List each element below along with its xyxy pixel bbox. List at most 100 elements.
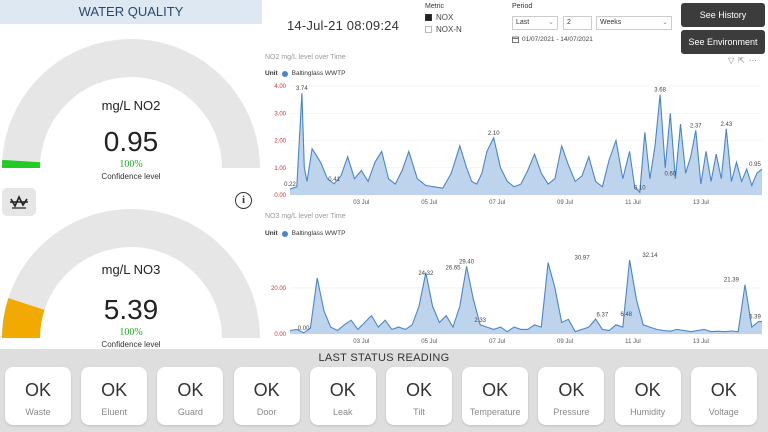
chart-no2-legend: Unit Baltinglass WWTP [265,70,345,77]
x-tick-label: 11 Jul [625,200,641,206]
confidence-label: Confidence level [101,340,161,349]
gauge-track [2,209,260,339]
data-label: 0.95 [749,162,761,168]
period-count-input[interactable]: 2 [563,16,592,30]
x-tick-label: 07 Jul [489,339,505,345]
data-label: 5.39 [749,315,761,321]
status-value: OK [253,380,280,400]
metric-option-nox[interactable]: NOX [425,13,462,22]
status-label: Eluent [101,407,127,417]
status-card-temperature: OK Temperature [462,367,529,425]
focus-mode-icon[interactable]: ⇱ [738,56,749,65]
status-card-humidity: OK Humidity [614,367,681,425]
confidence-percent: 100% [119,327,143,338]
status-label: Guard [177,407,203,417]
y-tick-label: 0.00 [274,193,286,199]
data-label: 0.22 [284,182,296,188]
period-mode-value: Last [516,19,530,26]
data-label: 3.68 [654,88,666,94]
x-tick-label: 03 Jul [353,200,369,206]
data-label: 3.74 [296,86,308,92]
status-card-eluent: OK Eluent [81,367,148,425]
metric-option-nox-n[interactable]: NOX-N [425,25,462,34]
data-label: 0.60 [664,172,676,178]
confidence-percent: 100% [119,159,143,170]
status-value: OK [405,380,432,400]
metric-option-label: NOX [436,13,454,22]
gauge-unit: mg/L NO2 [101,98,161,113]
data-label: 6.37 [597,312,609,318]
trend-chart-button[interactable] [2,188,36,216]
status-label: Voltage [708,407,739,417]
period-unit-select[interactable]: Weeks ⌄ [596,16,672,30]
legend-series-name: Baltinglass WWTP [291,70,346,77]
x-tick-label: 09 Jul [557,339,573,345]
status-card-pressure: OK Pressure [538,367,605,425]
data-label: 2.37 [690,123,702,129]
date-range-text: 01/07/2021 - 14/07/2021 [522,36,593,43]
data-label: 2.10 [488,131,500,137]
status-value: OK [558,380,585,400]
gauge-no3: mg/L NO3 5.39 100% Confidence level [0,194,262,350]
y-tick-label: 3.00 [274,111,286,117]
period-unit-value: Weeks [600,19,622,26]
data-label: 32.14 [642,253,658,259]
y-tick-label: 4.00 [274,84,286,90]
x-tick-label: 05 Jul [421,339,437,345]
status-value: OK [482,380,509,400]
status-value: OK [634,380,661,400]
date-range[interactable]: 01/07/2021 - 14/07/2021 [512,36,593,43]
data-label: 0.41 [328,177,340,183]
chevron-down-icon: ⌄ [662,19,668,26]
status-title: LAST STATUS READING [318,352,450,364]
legend-title: Unit [265,230,278,237]
x-tick-label: 03 Jul [353,339,369,345]
data-label: 0.00 [298,326,310,332]
page-title: WATER QUALITY [0,0,262,24]
status-label: Humidity [630,407,666,417]
more-options-icon[interactable]: ⋯ [748,56,761,65]
status-label: Temperature [469,407,521,417]
status-value: OK [101,380,128,400]
status-label: Leak [333,407,353,417]
info-icon[interactable]: i [235,192,252,209]
y-tick-label: 20.00 [271,286,287,292]
status-value: OK [329,380,356,400]
y-tick-label: 2.00 [274,139,286,145]
status-card-door: OK Door [233,367,300,425]
x-tick-label: 07 Jul [489,200,505,206]
see-history-button[interactable]: See History [681,3,765,27]
x-tick-label: 11 Jul [625,339,641,345]
metric-option-label: NOX-N [436,25,462,34]
status-card-guard: OK Guard [157,367,224,425]
calendar-icon [512,36,519,43]
data-label: 24.32 [418,271,434,277]
status-label: Pressure [553,407,590,417]
y-tick-label: 0.00 [274,332,286,338]
visual-header-icons: ▽⇱⋯ [728,56,761,65]
gauge-track [2,39,260,169]
filter-icon[interactable]: ▽ [728,56,739,65]
charts-canvas: 4.00 3.00 2.00 1.00 0.00 03 Jul 05 Jul 07 Jul 09… [271,84,763,345]
legend-dot [281,230,288,237]
gauge-unit: mg/L NO3 [101,262,161,277]
metric-label: Metric [425,3,445,10]
legend-title: Unit [265,70,278,77]
checkbox-checked-icon [425,14,432,21]
status-card-voltage: OK Voltage [690,367,757,425]
data-label: 2.33 [474,318,486,324]
data-label: 26.65 [445,266,461,272]
gauge-value: 5.39 [103,294,159,325]
status-value: OK [24,380,51,400]
see-environment-button[interactable]: See Environment [681,30,765,54]
x-tick-label: 05 Jul [421,200,437,206]
period-mode-select[interactable]: Last ⌄ [512,16,558,30]
data-label: 30.97 [575,256,591,262]
current-datetime: 14-Jul-21 08:09:24 [287,18,400,33]
chart-no2-title: NO2 mg/L level over Time [265,54,346,61]
status-card-leak: OK Leak [309,367,376,425]
gauge-value: 0.95 [103,126,159,157]
trend-icon [10,195,28,209]
x-tick-label: 13 Jul [693,339,709,345]
